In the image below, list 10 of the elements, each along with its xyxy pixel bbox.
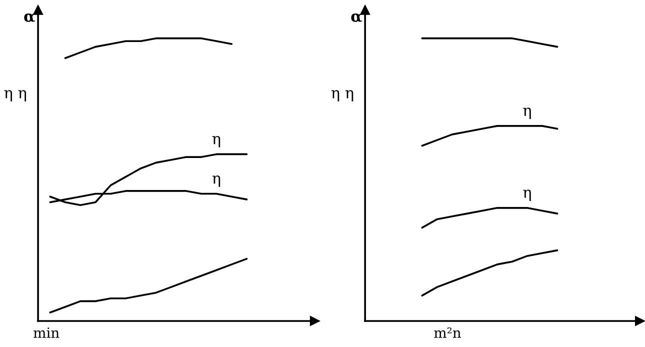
x-axis-title: m²n (434, 327, 461, 338)
chart-title: α (24, 14, 35, 22)
series-label: η (212, 136, 220, 148)
y-axis-title: η η (4, 90, 26, 102)
series-label: η (212, 176, 220, 187)
chart-title: α (351, 14, 362, 22)
series-label: η (523, 108, 531, 120)
x-axis-title: min (34, 328, 60, 338)
y-axis-title: η η (331, 90, 354, 102)
series-label: η (523, 190, 531, 201)
